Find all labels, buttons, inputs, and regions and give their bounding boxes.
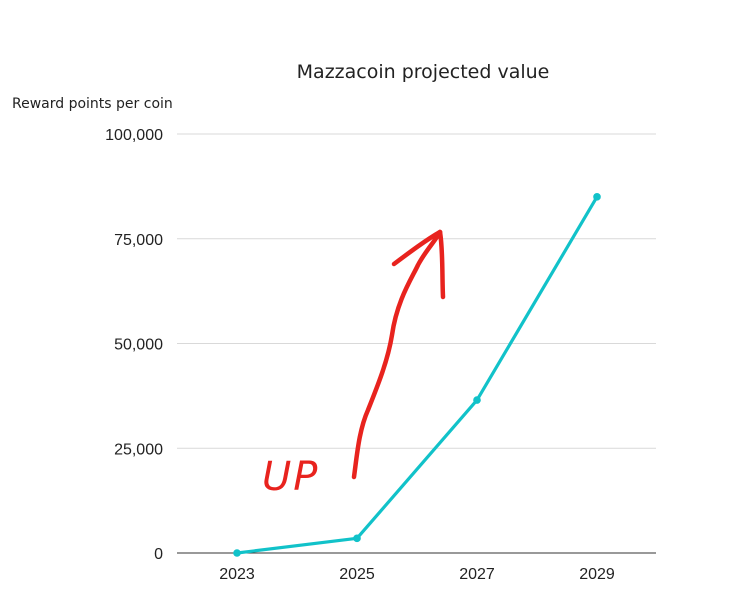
- data-point: [353, 534, 361, 543]
- gridlines: [177, 133, 656, 449]
- x-tick-labels: 2023 2025 2027 2029: [219, 566, 615, 583]
- series-group: [233, 193, 601, 557]
- annotation-text: UP: [262, 454, 319, 500]
- y-tick-labels: 0 25,000 50,000 75,000 100,000: [105, 127, 163, 563]
- hand-drawn-arrow-up-icon: [351, 229, 443, 480]
- data-point: [233, 549, 241, 557]
- y-tick-label: 50,000: [114, 337, 163, 354]
- data-point: [593, 193, 601, 201]
- annotation-group: UP: [262, 229, 446, 500]
- data-point: [473, 396, 481, 404]
- arrowhead-right-stroke: [437, 229, 446, 300]
- arrowhead-left-stroke: [391, 229, 443, 267]
- y-tick-label: 75,000: [114, 232, 163, 249]
- series-line: [235, 195, 599, 555]
- x-tick-label: 2029: [579, 566, 615, 583]
- x-tick-label: 2027: [459, 566, 495, 583]
- y-axis-label: Reward points per coin: [12, 96, 173, 112]
- x-tick-label: 2025: [339, 566, 375, 583]
- y-tick-label: 0: [154, 546, 163, 563]
- chart-title: Mazzacoin projected value: [297, 61, 550, 83]
- y-tick-label: 25,000: [114, 441, 163, 458]
- x-tick-label: 2023: [219, 566, 255, 583]
- y-tick-label: 100,000: [105, 127, 163, 144]
